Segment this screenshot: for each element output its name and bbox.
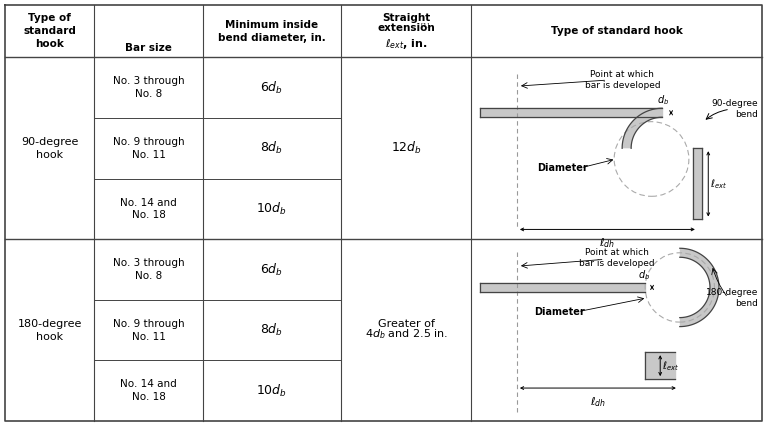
Polygon shape — [680, 248, 719, 327]
Text: $d_b$: $d_b$ — [638, 268, 650, 282]
Text: $12d_b$: $12d_b$ — [391, 140, 422, 156]
Text: No. 14 and
No. 18: No. 14 and No. 18 — [120, 379, 177, 402]
Text: $8d_b$: $8d_b$ — [260, 140, 283, 156]
Text: $6d_b$: $6d_b$ — [260, 262, 283, 278]
Text: No. 9 through
No. 11: No. 9 through No. 11 — [113, 319, 184, 342]
Text: $10d_b$: $10d_b$ — [257, 201, 287, 217]
Text: Type of
standard
hook: Type of standard hook — [23, 13, 76, 49]
Text: No. 3 through
No. 8: No. 3 through No. 8 — [113, 76, 184, 99]
Text: Minimum inside
bend diameter, in.: Minimum inside bend diameter, in. — [218, 20, 326, 43]
Text: 180-degree
bend: 180-degree bend — [706, 288, 758, 308]
Text: $6d_b$: $6d_b$ — [260, 80, 283, 96]
Text: No. 9 through
No. 11: No. 9 through No. 11 — [113, 137, 184, 160]
Text: Straight: Straight — [382, 13, 430, 23]
Text: $d_b$: $d_b$ — [657, 93, 669, 107]
Text: No. 14 and
No. 18: No. 14 and No. 18 — [120, 198, 177, 220]
Text: Point at which
bar is developed: Point at which bar is developed — [584, 70, 660, 90]
Text: 90-degree
bend: 90-degree bend — [711, 99, 758, 119]
Text: 90-degree
hook: 90-degree hook — [21, 137, 78, 160]
Text: extension: extension — [377, 23, 435, 33]
Text: $\ell_{dh}$: $\ell_{dh}$ — [599, 236, 615, 250]
Text: Greater of: Greater of — [378, 319, 435, 329]
Text: $10d_b$: $10d_b$ — [257, 383, 287, 399]
Text: $\ell_{ext}$: $\ell_{ext}$ — [662, 359, 680, 373]
Text: $\ell_{ext}$: $\ell_{ext}$ — [710, 177, 727, 191]
Text: 180-degree
hook: 180-degree hook — [18, 319, 82, 342]
Text: Diameter: Diameter — [537, 163, 588, 173]
Text: $\ell_{ext}$, in.: $\ell_{ext}$, in. — [385, 37, 428, 51]
Text: $4d_b$ and 2.5 in.: $4d_b$ and 2.5 in. — [365, 327, 448, 341]
Text: Type of standard hook: Type of standard hook — [551, 26, 683, 36]
Text: $^{[1]}$: $^{[1]}$ — [420, 23, 430, 32]
Polygon shape — [622, 108, 662, 148]
Text: $\ell_{dh}$: $\ell_{dh}$ — [590, 395, 606, 409]
Text: Diameter: Diameter — [535, 307, 585, 317]
Text: $8d_b$: $8d_b$ — [260, 322, 283, 338]
Text: Bar size: Bar size — [125, 43, 172, 53]
Text: No. 3 through
No. 8: No. 3 through No. 8 — [113, 258, 184, 281]
Text: Point at which
bar is developed: Point at which bar is developed — [579, 248, 654, 268]
